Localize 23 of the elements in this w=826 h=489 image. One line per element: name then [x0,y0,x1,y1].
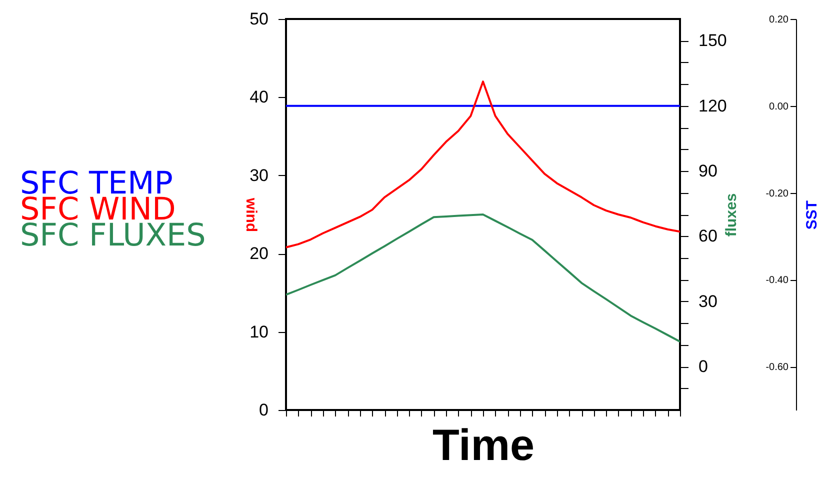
y3-tick-label: -0.20 [766,188,789,200]
y-axis-title: wind [242,196,260,232]
y2-tick-label: 30 [698,292,718,311]
x-axis-title: Time [432,421,534,470]
y3-tick-label: 0.20 [769,14,789,26]
y3-tick-label: -0.40 [766,275,789,286]
y-tick-label: 20 [250,244,268,264]
y2-tick-label: 0 [698,357,708,376]
y-tick-label: 40 [250,88,268,107]
y-tick-label: 10 [250,322,268,342]
y2-tick-label: 90 [698,162,718,181]
line-series [286,80,680,248]
y3-axis-title: SST [804,200,821,230]
y2-axis-title: fluxes [722,193,740,237]
y3-tick-label: 0.00 [769,101,789,112]
y2-tick-label: 150 [698,31,727,50]
y-tick-label: 50 [250,10,268,28]
y2-tick-label: 60 [698,226,718,246]
y3-tick-label: -0.60 [766,362,789,374]
y2-tick-label: 120 [698,96,727,116]
y-tick-label: 0 [259,400,268,420]
y-tick-label: 30 [250,166,268,185]
line-series [286,214,680,343]
